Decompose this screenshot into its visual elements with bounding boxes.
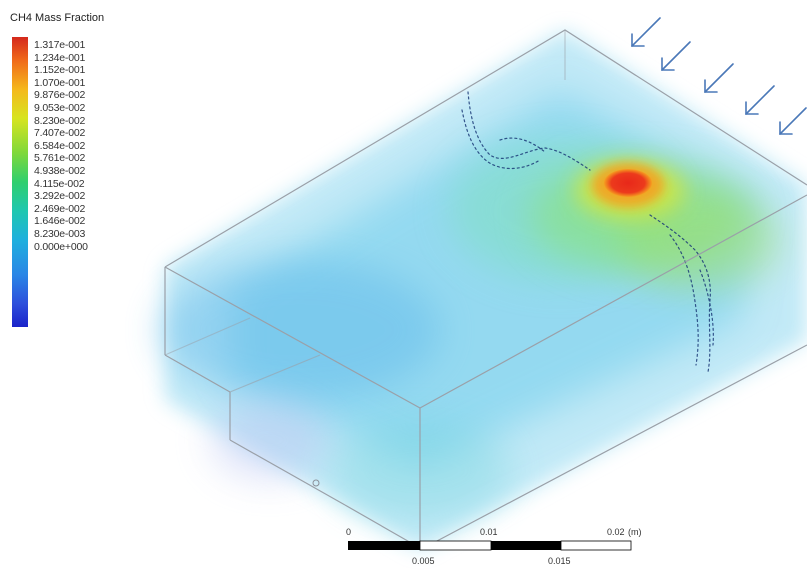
scale-label: 0.01	[480, 527, 498, 537]
legend-label: 6.584e-002	[34, 139, 86, 152]
legend-label: 3.292e-002	[34, 190, 86, 203]
scale-segment	[419, 540, 492, 551]
legend-label: 4.938e-002	[34, 164, 86, 177]
legend-color-bar	[12, 37, 28, 327]
arrow-icon	[745, 85, 775, 115]
scale-segment	[348, 541, 420, 550]
legend-label: 4.115e-002	[34, 177, 85, 190]
arrow-icon	[704, 63, 734, 93]
scale-label: 0	[346, 527, 351, 537]
legend-label: 1.152e-001	[34, 64, 86, 77]
ch4-hotspot	[604, 169, 652, 197]
scale-unit: (m)	[628, 527, 642, 537]
scale-segment	[491, 541, 561, 550]
legend-label: 5.761e-002	[34, 152, 86, 165]
scale-label: 0.02	[607, 527, 625, 537]
color-legend: CH4 Mass Fraction 1.317e-001 1.234e-001 …	[8, 12, 158, 327]
scale-bar: 0 0.01 0.02 (m) 0.005 0.015	[346, 527, 642, 566]
legend-title: CH4 Mass Fraction	[10, 12, 105, 24]
legend-label: 0.000e+000	[34, 240, 88, 253]
scale-label: 0.005	[412, 556, 435, 566]
inflow-arrows	[631, 17, 807, 135]
legend-label: 1.070e-001	[34, 76, 86, 89]
particle-tracks	[461, 91, 714, 373]
legend-label: 8.230e-003	[34, 227, 86, 240]
concentration-volume	[160, 30, 807, 550]
legend-label: 9.876e-002	[34, 89, 86, 102]
legend-label: 8.230e-002	[34, 114, 86, 127]
scale-label: 0.015	[548, 556, 571, 566]
arrow-icon	[661, 41, 691, 71]
legend-label: 1.234e-001	[34, 51, 86, 64]
arrow-icon	[631, 17, 661, 47]
domain-box	[164, 29, 807, 551]
legend-label: 9.053e-002	[34, 101, 86, 114]
legend-label: 1.317e-001	[34, 39, 86, 51]
legend-labels: 1.317e-001 1.234e-001 1.152e-001 1.070e-…	[34, 39, 88, 253]
inlet-marker	[312, 479, 320, 487]
legend-label: 7.407e-002	[34, 127, 86, 140]
scale-segment	[560, 540, 632, 551]
arrow-icon	[779, 107, 807, 135]
legend-label: 2.469e-002	[34, 202, 86, 215]
legend-label: 1.646e-002	[34, 215, 86, 228]
